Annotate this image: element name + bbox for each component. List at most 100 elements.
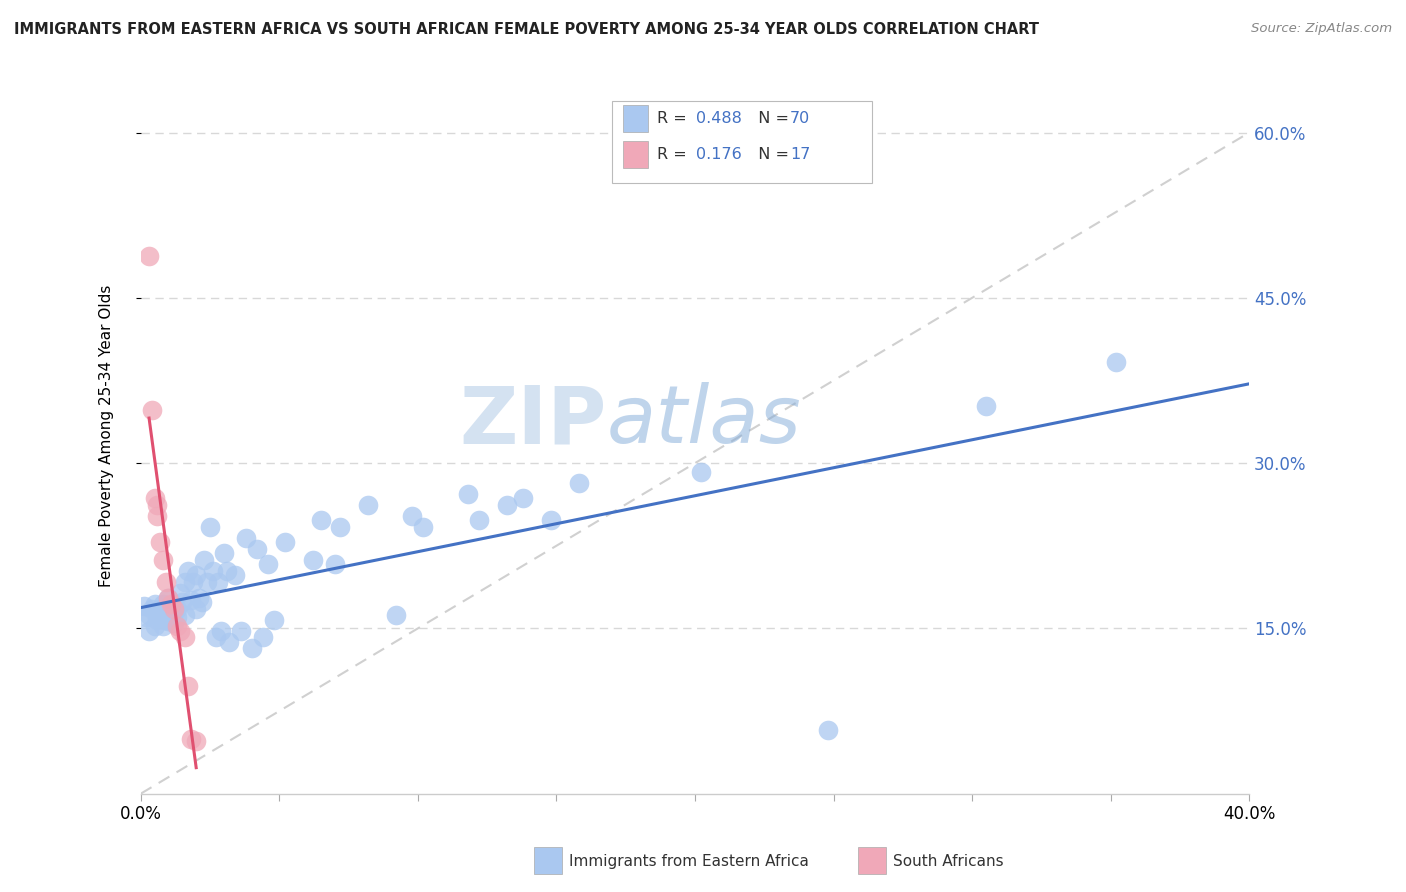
- Point: [155, 575, 177, 590]
- Point: [187, 591, 209, 605]
- Text: N =: N =: [748, 112, 794, 126]
- Point: [512, 491, 534, 506]
- Point: [163, 597, 186, 611]
- Point: [252, 630, 274, 644]
- Point: [183, 575, 205, 590]
- Point: [274, 535, 297, 549]
- Point: [166, 610, 188, 624]
- Point: [207, 575, 229, 590]
- Point: [141, 601, 163, 615]
- Point: [152, 553, 174, 567]
- Point: [190, 595, 212, 609]
- Point: [166, 619, 188, 633]
- Point: [157, 614, 180, 628]
- Text: R =: R =: [657, 112, 692, 126]
- Point: [1105, 355, 1128, 369]
- Point: [568, 475, 591, 490]
- Point: [149, 608, 172, 623]
- Point: [195, 575, 218, 590]
- Text: 17: 17: [790, 147, 810, 162]
- Point: [329, 520, 352, 534]
- Point: [141, 403, 163, 417]
- Point: [357, 498, 380, 512]
- Point: [201, 564, 224, 578]
- Point: [384, 608, 406, 623]
- Point: [157, 591, 180, 605]
- Point: [193, 553, 215, 567]
- Point: [149, 535, 172, 549]
- Point: [143, 491, 166, 506]
- Point: [138, 624, 160, 638]
- Point: [169, 624, 191, 638]
- Point: [235, 531, 257, 545]
- Point: [143, 597, 166, 611]
- Y-axis label: Female Poverty Among 25-34 Year Olds: Female Poverty Among 25-34 Year Olds: [100, 285, 114, 587]
- Point: [495, 498, 517, 512]
- Point: [224, 568, 246, 582]
- Text: 0.488: 0.488: [696, 112, 742, 126]
- Point: [218, 634, 240, 648]
- Point: [149, 601, 172, 615]
- Point: [177, 564, 200, 578]
- Point: [169, 586, 191, 600]
- Point: [180, 731, 202, 746]
- Point: [186, 601, 208, 615]
- Point: [160, 607, 183, 621]
- Point: [152, 597, 174, 611]
- Point: [246, 542, 269, 557]
- Point: [323, 558, 346, 572]
- Point: [257, 558, 280, 572]
- Text: Source: ZipAtlas.com: Source: ZipAtlas.com: [1251, 22, 1392, 36]
- Point: [146, 613, 169, 627]
- Point: [157, 591, 180, 605]
- Text: R =: R =: [657, 147, 692, 162]
- Point: [215, 564, 238, 578]
- Point: [177, 679, 200, 693]
- Point: [132, 599, 155, 614]
- Text: Immigrants from Eastern Africa: Immigrants from Eastern Africa: [569, 855, 810, 869]
- Point: [138, 608, 160, 623]
- Point: [163, 601, 186, 615]
- Point: [152, 619, 174, 633]
- Point: [138, 249, 160, 263]
- Point: [229, 624, 252, 638]
- Point: [146, 498, 169, 512]
- Point: [135, 610, 157, 624]
- Point: [160, 597, 183, 611]
- Point: [186, 733, 208, 747]
- Point: [143, 619, 166, 633]
- Point: [172, 595, 194, 609]
- Point: [155, 608, 177, 623]
- Point: [457, 487, 479, 501]
- Point: [166, 601, 188, 615]
- Text: 70: 70: [790, 112, 810, 126]
- Text: IMMIGRANTS FROM EASTERN AFRICA VS SOUTH AFRICAN FEMALE POVERTY AMONG 25-34 YEAR : IMMIGRANTS FROM EASTERN AFRICA VS SOUTH …: [14, 22, 1039, 37]
- Point: [817, 723, 839, 737]
- Point: [204, 630, 226, 644]
- Point: [163, 615, 186, 630]
- Point: [412, 520, 434, 534]
- Text: South Africans: South Africans: [893, 855, 1004, 869]
- Point: [309, 513, 332, 527]
- Point: [263, 613, 285, 627]
- Point: [146, 508, 169, 523]
- Text: 0.176: 0.176: [696, 147, 742, 162]
- Point: [186, 568, 208, 582]
- Text: atlas: atlas: [606, 383, 801, 460]
- Point: [301, 553, 323, 567]
- Point: [468, 513, 491, 527]
- Point: [174, 575, 197, 590]
- Point: [401, 508, 423, 523]
- Point: [180, 592, 202, 607]
- Point: [209, 624, 232, 638]
- Point: [198, 520, 221, 534]
- Point: [240, 641, 263, 656]
- Point: [540, 513, 562, 527]
- Point: [155, 613, 177, 627]
- Point: [974, 399, 997, 413]
- Text: ZIP: ZIP: [460, 383, 606, 460]
- Point: [146, 605, 169, 619]
- Point: [689, 465, 711, 479]
- Text: N =: N =: [748, 147, 794, 162]
- Point: [212, 546, 235, 560]
